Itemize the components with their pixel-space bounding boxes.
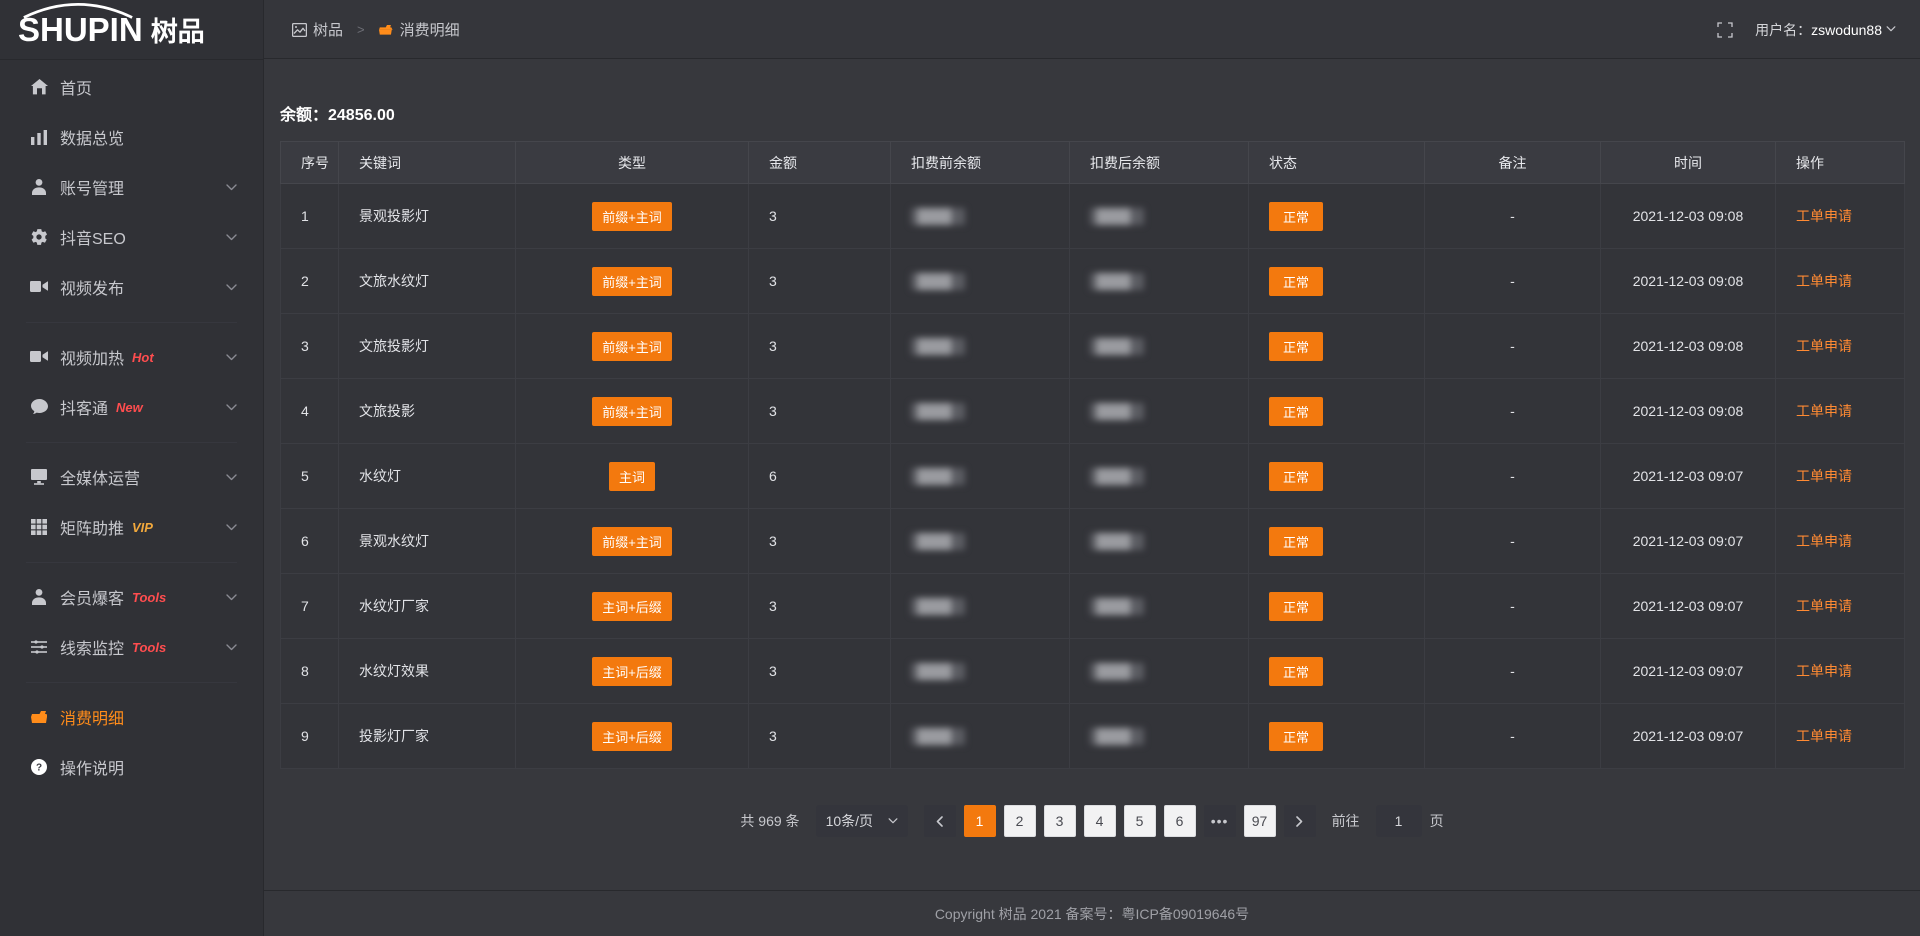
svg-text:?: ? bbox=[36, 763, 42, 774]
